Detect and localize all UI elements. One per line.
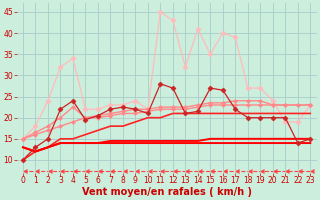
X-axis label: Vent moyen/en rafales ( km/h ): Vent moyen/en rafales ( km/h )	[82, 187, 252, 197]
